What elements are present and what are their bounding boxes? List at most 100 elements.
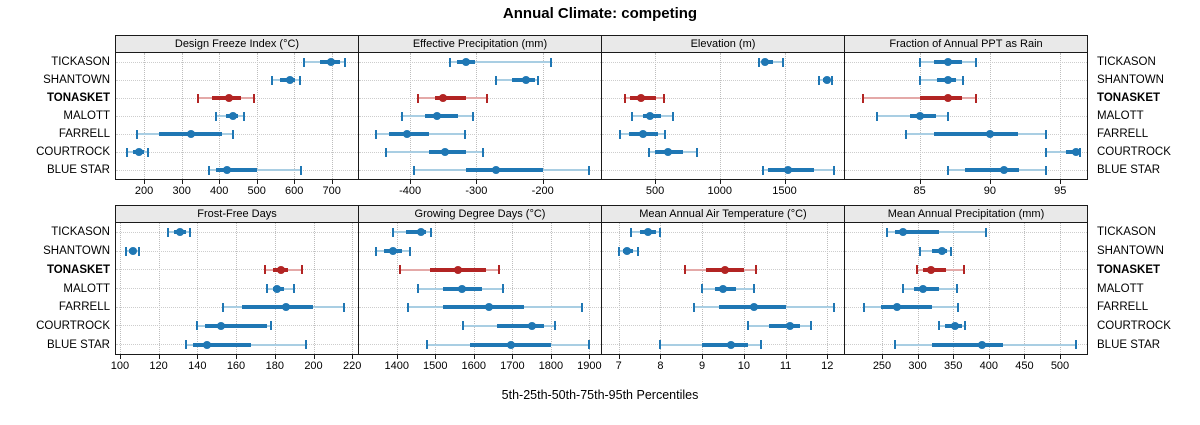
median-dot	[128, 247, 137, 256]
panel-header: Mean Annual Precipitation (mm)	[844, 205, 1088, 223]
axis-tick-label: -400	[399, 185, 422, 197]
whisker-cap-low	[618, 129, 621, 139]
whisker-cap-low	[946, 165, 949, 175]
axis-tick-label: 8	[657, 360, 664, 372]
axis-tick-label: -300	[465, 185, 488, 197]
whisker-cap-high	[497, 265, 500, 275]
whisker-cap-high	[502, 284, 505, 293]
panel-plot	[844, 53, 1088, 180]
panel-plot	[358, 53, 602, 180]
median-dot	[719, 284, 727, 293]
median-dot	[216, 321, 225, 330]
interquartile-bar	[702, 342, 748, 347]
axis-tick-mark	[294, 180, 296, 184]
axis-tick-mark	[919, 180, 921, 184]
axis-tick-mark	[313, 355, 315, 359]
whisker-cap-high	[672, 111, 675, 121]
station-label-right: FARRELL	[1097, 128, 1149, 140]
axis-tick-label: 1500	[423, 360, 448, 372]
panel-plot	[115, 53, 359, 180]
whisker-cap-low	[918, 75, 921, 85]
axis-tick-mark	[1024, 355, 1026, 359]
axis-tick-mark	[144, 180, 146, 184]
median-dot	[985, 130, 994, 138]
axis-tick-mark	[352, 355, 354, 359]
median-dot	[727, 340, 736, 349]
whisker-cap-low	[630, 111, 633, 121]
row-guide	[602, 61, 844, 63]
median-dot	[416, 228, 425, 237]
whisker-cap-high	[304, 340, 307, 350]
axis-tick-label: 400	[979, 360, 998, 372]
median-dot	[1000, 166, 1008, 174]
station-label-left: SHANTOWN	[43, 245, 110, 258]
median-dot	[222, 166, 231, 174]
median-dot	[458, 284, 467, 293]
whisker-cap-high	[253, 93, 256, 103]
axis-tick-mark	[1060, 355, 1061, 359]
axis-tick-label: 400	[210, 185, 229, 197]
median-dot	[721, 265, 730, 274]
axis-tick-label: 11	[779, 360, 792, 372]
whisker-cap-high	[833, 165, 836, 175]
whisker-cap-low	[184, 340, 187, 350]
axis-tick-label: 220	[343, 360, 362, 372]
chart-title: Annual Climate: competing	[502, 5, 698, 22]
row-guide	[602, 151, 844, 153]
axis-tick-mark	[274, 355, 276, 359]
interquartile-bar	[894, 230, 939, 235]
whisker-cap-low	[375, 246, 378, 256]
whisker-cap-low	[901, 284, 904, 293]
whisker-cap-high	[430, 227, 433, 237]
axis-tick-label: 95	[1054, 185, 1067, 197]
axis-tick-mark	[743, 355, 745, 359]
whisker-cap-high	[695, 147, 698, 157]
row-guide	[602, 115, 844, 117]
median-dot	[276, 265, 285, 274]
station-label-right: FARRELL	[1097, 301, 1149, 314]
panel-plot	[844, 223, 1088, 355]
axis-tick-label: 120	[149, 360, 168, 372]
whisker-cap-low	[385, 147, 388, 157]
whisker-cap-high	[242, 111, 245, 121]
whisker-cap-high	[755, 265, 758, 275]
row-guide	[602, 97, 844, 99]
median-dot	[637, 94, 646, 102]
axis-tick-label: 12	[821, 360, 834, 372]
station-label-left: BLUE STAR	[46, 338, 110, 351]
whisker-cap-low	[701, 284, 704, 293]
median-dot	[327, 58, 335, 66]
whisker-cap-high	[537, 75, 539, 85]
whisker-cap-high	[1045, 165, 1048, 175]
whisker-cap-high	[782, 57, 785, 67]
whisker-cap-low	[135, 129, 138, 139]
whisker-cap-low	[124, 246, 127, 256]
station-label-right: TICKASON	[1097, 226, 1156, 239]
whisker-cap-low	[762, 165, 765, 175]
axis-tick-label: 450	[1015, 360, 1034, 372]
axis-tick-mark	[655, 180, 657, 184]
axis-tick-label: 200	[134, 185, 154, 197]
whisker-cap-low	[630, 227, 633, 237]
median-dot	[937, 247, 946, 256]
axis-tick-mark	[410, 180, 412, 184]
panel-header: Elevation (m)	[601, 35, 845, 53]
row-guide	[116, 79, 358, 81]
median-dot	[282, 303, 291, 312]
whisker-cap-high	[964, 321, 967, 331]
median-dot	[439, 94, 448, 102]
whisker-range	[449, 61, 551, 63]
panel-plot	[601, 53, 845, 180]
whisker-cap-high	[343, 302, 346, 312]
whisker-cap-high	[464, 129, 467, 139]
whisker-cap-high	[950, 246, 953, 256]
median-dot	[461, 58, 470, 66]
station-label-right: BLUE STAR	[1097, 338, 1161, 351]
interquartile-bar	[964, 168, 1020, 172]
whisker-cap-low	[221, 302, 224, 312]
median-dot	[977, 340, 986, 349]
whisker-cap-high	[636, 246, 639, 256]
whisker-cap-low	[374, 129, 377, 139]
median-dot	[1071, 148, 1080, 156]
whisker-cap-high	[472, 111, 474, 121]
